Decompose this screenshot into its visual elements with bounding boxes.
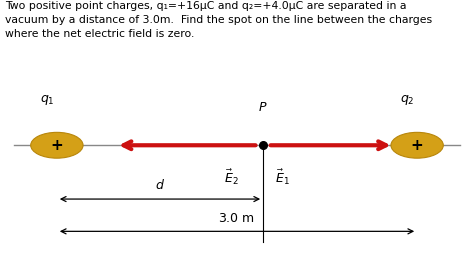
Text: $3.0\ \mathrm{m}$: $3.0\ \mathrm{m}$ [219,212,255,225]
Text: +: + [51,138,63,153]
Text: $\vec{E}_2$: $\vec{E}_2$ [224,168,238,187]
Ellipse shape [391,132,443,158]
Text: $P$: $P$ [258,101,268,114]
Ellipse shape [31,132,83,158]
Text: Two positive point charges, q₁=+16μC and q₂=+4.0μC are separated in a
vacuum by : Two positive point charges, q₁=+16μC and… [5,1,432,38]
Text: $\vec{E}_1$: $\vec{E}_1$ [274,168,290,187]
Text: +: + [411,138,423,153]
Text: $q_2$: $q_2$ [401,93,415,107]
Text: $d$: $d$ [155,178,165,192]
Text: $q_1$: $q_1$ [40,93,55,107]
